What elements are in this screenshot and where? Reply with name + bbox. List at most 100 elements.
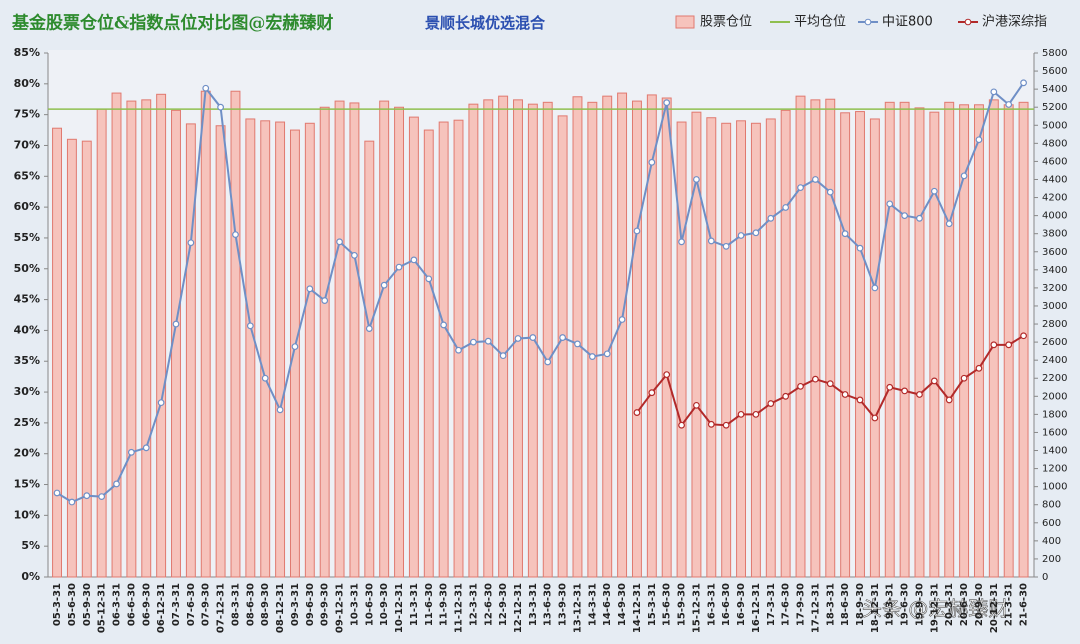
bar	[855, 111, 865, 578]
x-tick-label: 16-9-30	[736, 583, 747, 626]
point	[693, 401, 700, 409]
point	[886, 383, 894, 391]
bar	[572, 96, 583, 578]
x-tick-label: 12-3-31	[468, 583, 479, 626]
point	[113, 480, 120, 488]
point	[752, 229, 760, 237]
x-tick-label: 19-9-30	[914, 583, 925, 626]
point	[975, 136, 983, 144]
x-tick-label: 07-9-30	[201, 583, 212, 626]
bar	[602, 95, 613, 578]
point	[425, 275, 433, 283]
y2-tick-label: 5400	[1042, 84, 1067, 95]
bar	[349, 102, 360, 578]
x-tick-label: 15-6-30	[662, 583, 673, 626]
point	[707, 237, 715, 245]
point	[930, 187, 938, 195]
y-tick-label: 80%	[14, 77, 40, 90]
bar	[438, 121, 449, 578]
y-tick-label: 15%	[14, 478, 40, 491]
y-tick-label: 25%	[14, 416, 40, 429]
y2-tick-label: 4400	[1042, 174, 1067, 185]
bar	[736, 120, 747, 578]
y-tick-label: 30%	[14, 385, 40, 398]
x-tick-label: 11-12-31	[454, 583, 465, 633]
y2-tick-label: 5200	[1042, 102, 1067, 113]
point	[752, 410, 760, 418]
point	[811, 375, 819, 383]
legend-label: 平均仓位	[794, 15, 846, 30]
point	[157, 399, 165, 407]
bar	[1018, 101, 1029, 578]
point	[321, 297, 329, 304]
y2-tick-label: 5600	[1042, 66, 1067, 77]
point	[202, 84, 210, 92]
y2-tick-label: 5000	[1042, 120, 1067, 131]
y2-tick-label: 4800	[1042, 138, 1067, 149]
y2-tick-label: 600	[1042, 518, 1061, 529]
point	[811, 176, 819, 183]
bar	[245, 118, 256, 578]
bar	[557, 115, 568, 578]
point	[217, 103, 225, 111]
x-tick-label: 17-12-31	[810, 583, 821, 633]
point	[559, 334, 567, 341]
bar	[126, 100, 137, 578]
y-tick-label: 55%	[14, 231, 40, 244]
point	[469, 338, 477, 346]
bar	[289, 129, 300, 578]
point	[663, 99, 671, 107]
point	[797, 382, 804, 390]
x-tick-label: 13-6-30	[543, 583, 554, 626]
y-tick-label: 70%	[14, 138, 40, 151]
x-tick-label: 09-12-31	[335, 583, 346, 633]
bar	[334, 100, 345, 578]
x-tick-label: 07-3-31	[171, 583, 182, 626]
y-tick-label: 40%	[14, 323, 40, 336]
x-tick-label: 08-3-31	[230, 583, 241, 626]
point	[901, 212, 909, 220]
line	[56, 82, 1025, 504]
y2-tick-label: 1800	[1042, 409, 1067, 420]
point	[351, 251, 358, 259]
x-tick-label: 10-9-30	[379, 583, 390, 626]
x-tick-label: 13-9-30	[558, 583, 569, 626]
bar	[1003, 104, 1014, 578]
point	[826, 188, 834, 196]
bar	[542, 101, 553, 578]
y2-tick-label: 3400	[1042, 265, 1067, 276]
bar	[899, 101, 910, 578]
point	[901, 387, 909, 395]
x-tick-label: 20-12-31	[989, 583, 1000, 633]
point	[930, 377, 938, 385]
x-tick-label: 10-12-31	[394, 583, 405, 633]
point	[1005, 101, 1013, 108]
point	[588, 353, 596, 360]
x-tick-label: 17-6-30	[781, 583, 792, 626]
bar	[914, 107, 925, 578]
point	[990, 341, 998, 349]
x-tick-label: 19-12-31	[929, 583, 940, 633]
point	[336, 238, 343, 246]
point	[722, 421, 730, 429]
point	[975, 364, 983, 372]
x-tick-label: 05-12-31	[97, 583, 108, 633]
y-tick-label: 0%	[21, 570, 40, 583]
x-tick-label: 19-6-30	[900, 583, 911, 626]
y2-tick-label: 3200	[1042, 283, 1067, 294]
point	[484, 337, 492, 345]
y2-tick-label: 1200	[1042, 464, 1067, 475]
x-tick-label: 14-6-30	[602, 583, 613, 626]
point	[663, 371, 671, 379]
x-tick-label: 18-9-30	[855, 583, 866, 626]
point	[960, 172, 968, 180]
bar	[780, 109, 791, 578]
point	[826, 380, 834, 388]
point	[722, 242, 730, 250]
x-tick-label: 16-6-30	[721, 583, 732, 626]
point	[440, 321, 448, 329]
point	[410, 256, 418, 264]
point	[916, 391, 923, 398]
point	[68, 498, 76, 506]
x-tick-label: 19-3-31	[885, 583, 896, 626]
